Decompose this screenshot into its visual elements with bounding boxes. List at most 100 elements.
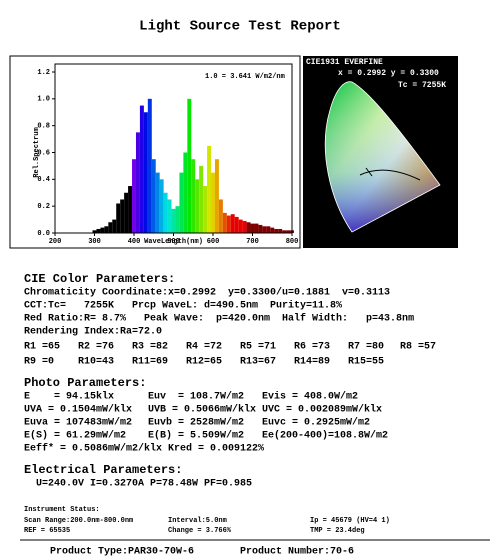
spectrum-bar	[155, 172, 160, 233]
parameter: R12=65	[186, 357, 222, 368]
spectrum-bar	[238, 219, 243, 233]
spectrum-bar	[246, 222, 251, 233]
parameter: R4 =72	[186, 342, 222, 353]
parameter: UVC = 0.002089mW/klx	[262, 404, 382, 416]
section-heading: Electrical Parameters:	[24, 463, 182, 477]
x-tick-label: 400	[128, 238, 141, 246]
parameter: E(B) = 5.509W/m2	[148, 430, 244, 442]
x-tick-label: 700	[246, 238, 259, 246]
y-tick-label: 1.0	[37, 96, 50, 104]
spectrum-bar	[132, 159, 136, 233]
parameter: U=240.0V I=0.3270A P=78.48W PF=0.985	[24, 479, 252, 490]
parameter: R5 =71	[240, 342, 276, 353]
spectrum-bar	[278, 228, 283, 233]
spectrum-bar	[254, 223, 259, 233]
parameter: R14=89	[294, 357, 330, 368]
product-type: Product Type:PAR30-70W-6	[50, 546, 194, 558]
spectrum-bar	[143, 112, 148, 233]
x-tick-label: 800	[286, 238, 299, 246]
spectrum-bar	[171, 208, 176, 233]
spectrum-bar	[120, 199, 125, 233]
parameter: UVB = 0.5066mW/klx	[148, 404, 256, 416]
y-tick-label: 0.8	[37, 123, 50, 131]
target-point	[365, 167, 373, 177]
y-tick-label: 1.2	[37, 69, 50, 77]
spectrum-bar	[147, 98, 152, 233]
parameter: Evis = 408.0W/m2	[262, 391, 358, 403]
spectrum-bar	[266, 226, 271, 233]
spectrum-bar	[258, 224, 263, 233]
spectrum-bar	[214, 159, 219, 233]
parameter: R2 =76	[78, 342, 114, 353]
spectrum-bar	[234, 216, 239, 233]
parameter: Red Ratio:R= 8.7% Peak Wave: p=420.0nm H…	[24, 313, 414, 325]
parameter: R11=69	[132, 357, 168, 368]
parameter: R6 =73	[294, 342, 330, 353]
x-tick-label: 200	[49, 238, 62, 246]
parameter: E = 94.15klx	[24, 391, 114, 403]
spectrum-bar	[175, 206, 180, 233]
parameter: R15=55	[348, 357, 384, 368]
spectrum-bar	[116, 203, 121, 233]
spectrum-bar	[139, 105, 144, 233]
spectrum-bar	[151, 159, 156, 233]
parameter: Euvb = 2528mW/m2	[148, 417, 244, 429]
parameter: R9 =0	[24, 357, 54, 368]
spectrum-bar	[282, 230, 287, 233]
parameter: R3 =82	[132, 342, 168, 353]
parameter: Euv = 108.7W/m2	[148, 391, 244, 403]
parameter: Chromaticity Coordinate:x=0.2992 y=0.330…	[24, 287, 390, 299]
spectrum-bar	[128, 186, 133, 233]
x-tick-label: 500	[167, 238, 180, 246]
product-number: Product Number:70-6	[240, 546, 354, 558]
parameter: Rendering Index:Ra=72.0	[24, 326, 162, 338]
spectrum-bar	[262, 226, 267, 233]
instrument-value: REF = 65535	[24, 527, 70, 535]
instrument-value: Ip = 45679 (HV=4 1)	[310, 517, 390, 525]
spectrum-bar	[135, 132, 140, 233]
chart-annotation: 1.0 = 3.641 W/m2/nm	[205, 73, 285, 81]
spectrum-bar	[286, 230, 291, 233]
x-tick-label: 300	[88, 238, 101, 246]
parameter: CCT:Tc= 7255K Prcp WaveL: d=490.5nm Puri…	[24, 300, 342, 312]
parameter: Euvc = 0.2925mW/m2	[262, 417, 370, 429]
x-tick-label: 600	[207, 238, 220, 246]
parameter: R7 =80	[348, 342, 384, 353]
instrument-value: Change = 3.766%	[168, 527, 232, 535]
x-axis-label: WaveLength(nm)	[144, 238, 203, 246]
spectrum-bar	[250, 223, 255, 233]
planck-locus	[359, 169, 421, 181]
spectrum-bar	[112, 219, 117, 233]
instrument-value: Scan Range:200.0nm-800.0nm	[24, 517, 133, 525]
cie-title: CIE1931 EVERFINE	[306, 58, 383, 67]
spectrum-bar	[222, 212, 227, 233]
cie-cct: Tc = 7255K	[398, 81, 446, 90]
spectrum-bar	[230, 214, 235, 233]
instrument-value: TMP = 23.4deg	[310, 527, 365, 535]
spectrum-bar	[96, 228, 101, 233]
spectrum-bar	[163, 192, 168, 233]
parameter: Euva = 107483mW/m2	[24, 417, 132, 429]
spectrum-bar	[226, 215, 231, 233]
spectrum-bar	[242, 220, 247, 233]
parameter: R13=67	[240, 357, 276, 368]
spectrum-bar	[108, 222, 113, 233]
spectrum-bar	[92, 230, 97, 233]
spectrum-bar	[195, 179, 200, 233]
parameter: R1 =65	[24, 342, 60, 353]
spectrum-bar	[179, 172, 184, 233]
spectrum-bar	[124, 192, 129, 233]
spectrum-bar	[159, 179, 164, 233]
parameter: E(S) = 61.29mW/m2	[24, 430, 126, 442]
cie-locus-outline	[324, 81, 441, 233]
report-title: Light Source Test Report	[139, 19, 341, 35]
spectrum-bar	[183, 152, 188, 233]
parameter: R10=43	[78, 357, 114, 368]
spectrum-bar	[187, 98, 192, 233]
spectrum-bar	[207, 145, 212, 233]
spectrum-bar	[199, 165, 204, 233]
spectrum-bar	[104, 226, 109, 233]
cie-coordinates: x = 0.2992 y = 0.3300	[338, 69, 439, 78]
parameter: R8 =57	[400, 342, 436, 353]
